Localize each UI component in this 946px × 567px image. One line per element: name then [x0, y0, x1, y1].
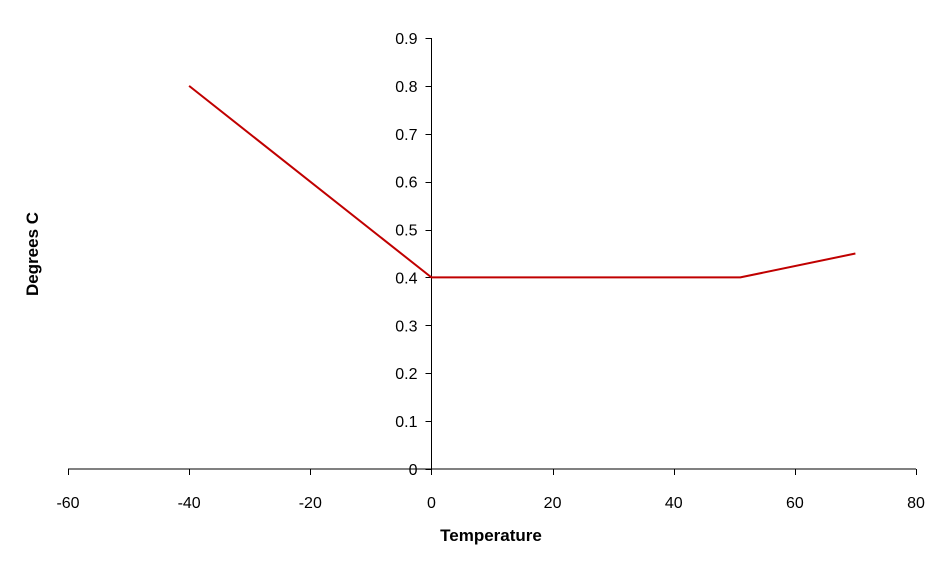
- series-layer: [188, 85, 856, 279]
- y-tick-label: 0.1: [395, 414, 417, 431]
- y-tick-label: 0.3: [395, 318, 417, 335]
- y-axis-title: Degrees C: [23, 212, 42, 296]
- y-tick-label: 0: [409, 462, 418, 479]
- y-axis: 0 0.1 0.2 0.3 0.4 0.5 0.6 0.7 0.8 0.9: [395, 31, 432, 479]
- x-tick-label: 60: [786, 495, 804, 512]
- x-axis: -60 -40 -20 0 20 40 60 80: [56, 468, 925, 512]
- x-tick-label: 0: [427, 495, 436, 512]
- y-tick-label: 0.4: [395, 270, 417, 287]
- y-tick-label: 0.7: [395, 127, 417, 144]
- x-tick-label: -40: [178, 495, 201, 512]
- x-axis-title: Temperature: [440, 526, 542, 545]
- series-line: [188, 85, 856, 279]
- x-tick-label: -20: [299, 495, 322, 512]
- x-tick-label: -60: [56, 495, 79, 512]
- x-tick-label: 40: [665, 495, 683, 512]
- y-tick-label: 0.8: [395, 79, 417, 96]
- y-tick-label: 0.2: [395, 366, 417, 383]
- y-tick-label: 0.6: [395, 175, 417, 192]
- y-tick-label: 0.9: [395, 31, 417, 48]
- y-tick-label: 0.5: [395, 223, 417, 240]
- x-tick-label: 80: [907, 495, 925, 512]
- x-tick-label: 20: [544, 495, 562, 512]
